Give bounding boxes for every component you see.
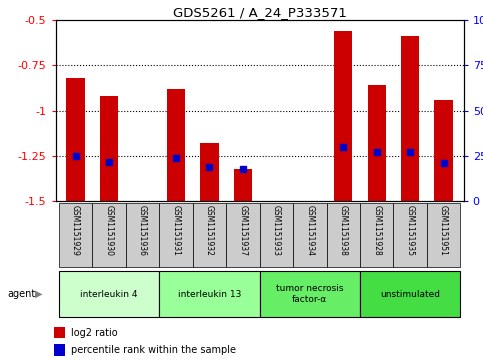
Bar xyxy=(200,143,219,201)
Text: GSM1151929: GSM1151929 xyxy=(71,205,80,256)
Bar xyxy=(100,96,118,201)
Bar xyxy=(260,271,360,317)
Bar xyxy=(293,203,327,267)
Bar xyxy=(193,203,226,267)
Bar xyxy=(67,78,85,201)
Text: interleukin 13: interleukin 13 xyxy=(178,290,241,298)
Bar xyxy=(92,203,126,267)
Text: GSM1151928: GSM1151928 xyxy=(372,205,381,256)
Text: agent: agent xyxy=(7,289,35,299)
Text: tumor necrosis
factor-α: tumor necrosis factor-α xyxy=(276,284,343,304)
Bar xyxy=(159,203,193,267)
Text: interleukin 4: interleukin 4 xyxy=(80,290,138,298)
Text: GSM1151931: GSM1151931 xyxy=(171,205,181,256)
Text: GSM1151936: GSM1151936 xyxy=(138,205,147,256)
Text: ▶: ▶ xyxy=(35,289,43,299)
Bar xyxy=(401,36,419,201)
Bar xyxy=(54,327,65,338)
Bar xyxy=(226,203,260,267)
Title: GDS5261 / A_24_P333571: GDS5261 / A_24_P333571 xyxy=(173,6,346,19)
Bar xyxy=(167,89,185,201)
Bar xyxy=(427,203,460,267)
Text: log2 ratio: log2 ratio xyxy=(71,327,117,338)
Bar xyxy=(260,203,293,267)
Text: GSM1151930: GSM1151930 xyxy=(105,205,114,256)
Bar xyxy=(234,169,252,201)
Bar xyxy=(434,100,453,201)
Bar xyxy=(59,203,92,267)
Bar xyxy=(59,271,159,317)
Text: GSM1151951: GSM1151951 xyxy=(439,205,448,256)
Text: GSM1151938: GSM1151938 xyxy=(339,205,348,256)
Bar xyxy=(334,31,353,201)
Text: GSM1151935: GSM1151935 xyxy=(406,205,414,256)
Text: GSM1151932: GSM1151932 xyxy=(205,205,214,256)
Bar xyxy=(394,203,427,267)
Text: unstimulated: unstimulated xyxy=(380,290,440,298)
Bar xyxy=(126,203,159,267)
Text: GSM1151937: GSM1151937 xyxy=(239,205,247,256)
Text: GSM1151934: GSM1151934 xyxy=(305,205,314,256)
Bar xyxy=(360,271,460,317)
Text: GSM1151933: GSM1151933 xyxy=(272,205,281,256)
Bar xyxy=(368,85,386,201)
Bar xyxy=(159,271,260,317)
Bar xyxy=(360,203,394,267)
Bar xyxy=(327,203,360,267)
Text: percentile rank within the sample: percentile rank within the sample xyxy=(71,345,236,355)
Bar xyxy=(54,344,65,356)
